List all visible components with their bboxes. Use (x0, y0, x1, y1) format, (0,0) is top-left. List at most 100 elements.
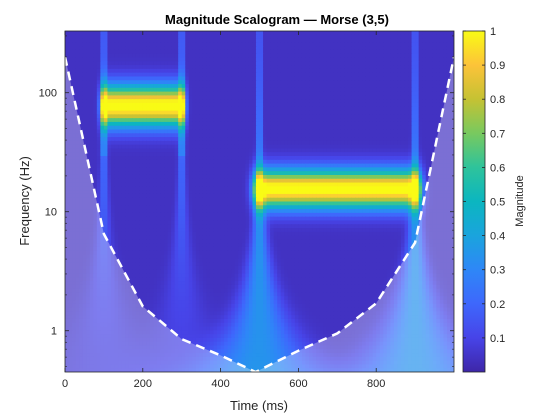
heatmap-cell (79, 65, 84, 70)
heatmap-cell (365, 42, 370, 47)
heatmap-cell (220, 186, 225, 191)
heatmap-cell (312, 118, 317, 123)
heatmap-cell (323, 110, 328, 115)
heatmap-cell (330, 144, 335, 150)
heatmap-cell (164, 118, 169, 123)
heatmap-cell (217, 87, 222, 93)
heatmap-cell (255, 193, 261, 199)
heatmap-cell (450, 190, 454, 195)
heatmap-cell (146, 133, 151, 138)
heatmap-cell (422, 34, 427, 40)
heatmap-cell (390, 68, 395, 74)
heatmap-cell (65, 193, 70, 199)
heatmap-cell (301, 182, 307, 187)
heatmap-cell (305, 193, 310, 199)
heatmap-cell (340, 38, 345, 43)
heatmap-cell (305, 102, 310, 108)
heatmap-cell (139, 61, 144, 66)
heatmap-cell (351, 148, 356, 153)
heatmap-cell (121, 99, 126, 104)
heatmap-cell (142, 87, 147, 93)
heatmap-cell (415, 197, 420, 203)
heatmap-cell (164, 49, 169, 55)
heatmap-cell (436, 91, 441, 97)
heatmap-cell (164, 159, 169, 165)
heatmap-cell (241, 114, 246, 119)
heatmap-cell (333, 91, 338, 97)
heatmap-cell (351, 110, 356, 115)
heatmap-cell (277, 49, 282, 55)
heatmap-cell (82, 49, 87, 55)
heatmap-cell (408, 53, 413, 59)
heatmap-cell (238, 174, 243, 180)
heatmap-cell (422, 72, 427, 78)
heatmap-cell (347, 65, 353, 70)
heatmap-cell (174, 186, 179, 191)
heatmap-cell (238, 186, 243, 191)
heatmap-cell (344, 163, 349, 168)
heatmap-cell (400, 114, 406, 119)
heatmap-cell (287, 125, 292, 131)
heatmap-cell (393, 144, 399, 150)
heatmap-cell (376, 57, 381, 62)
heatmap-cell (252, 114, 257, 119)
heatmap-cell (153, 76, 158, 81)
heatmap-cell (358, 46, 363, 51)
heatmap-cell (326, 125, 331, 131)
heatmap-cell (418, 31, 423, 36)
heatmap-cell (65, 197, 70, 203)
heatmap-cell (347, 171, 353, 176)
heatmap-cell (397, 140, 402, 146)
heatmap-cell (192, 61, 197, 66)
heatmap-cell (287, 174, 292, 180)
heatmap-cell (415, 72, 420, 78)
heatmap-cell (408, 159, 413, 165)
heatmap-cell (142, 118, 147, 123)
heatmap-cell (408, 182, 413, 187)
heatmap-cell (432, 72, 437, 78)
heatmap-cell (284, 178, 289, 184)
heatmap-cell (121, 174, 126, 180)
heatmap-cell (146, 114, 151, 119)
heatmap-cell (174, 118, 179, 123)
heatmap-cell (146, 152, 151, 157)
heatmap-cell (400, 156, 406, 161)
heatmap-cell (450, 31, 454, 36)
heatmap-cell (217, 148, 222, 153)
heatmap-cell (294, 129, 299, 134)
heatmap-cell (351, 49, 356, 55)
heatmap-cell (192, 159, 197, 165)
heatmap-cell (100, 95, 105, 100)
heatmap-cell (89, 197, 94, 203)
heatmap-cell (436, 137, 441, 142)
heatmap-cell (372, 129, 377, 134)
heatmap-cell (255, 72, 261, 78)
heatmap-cell (167, 182, 172, 187)
heatmap-cell (309, 174, 314, 180)
heatmap-cell (245, 31, 250, 36)
heatmap-cell (174, 201, 179, 206)
heatmap-cell (386, 99, 391, 104)
heatmap-cell (171, 99, 176, 104)
heatmap-cell (238, 129, 243, 134)
heatmap-cell (82, 46, 87, 51)
heatmap-cell (415, 190, 420, 195)
heatmap-cell (376, 186, 381, 191)
heatmap-cell (358, 171, 363, 176)
heatmap-cell (181, 140, 186, 146)
heatmap-cell (259, 171, 264, 176)
heatmap-cell (227, 197, 232, 203)
heatmap-cell (156, 140, 162, 146)
heatmap-cell (227, 129, 232, 134)
heatmap-cell (100, 140, 105, 146)
heatmap-cell (287, 31, 292, 36)
heatmap-cell (298, 152, 303, 157)
heatmap-cell (270, 61, 275, 66)
heatmap-cell (178, 38, 183, 43)
heatmap-cell (365, 156, 370, 161)
heatmap-cell (408, 49, 413, 55)
heatmap-cell (372, 152, 377, 157)
heatmap-cell (86, 174, 91, 180)
heatmap-cell (164, 197, 169, 203)
heatmap-cell (436, 49, 441, 55)
